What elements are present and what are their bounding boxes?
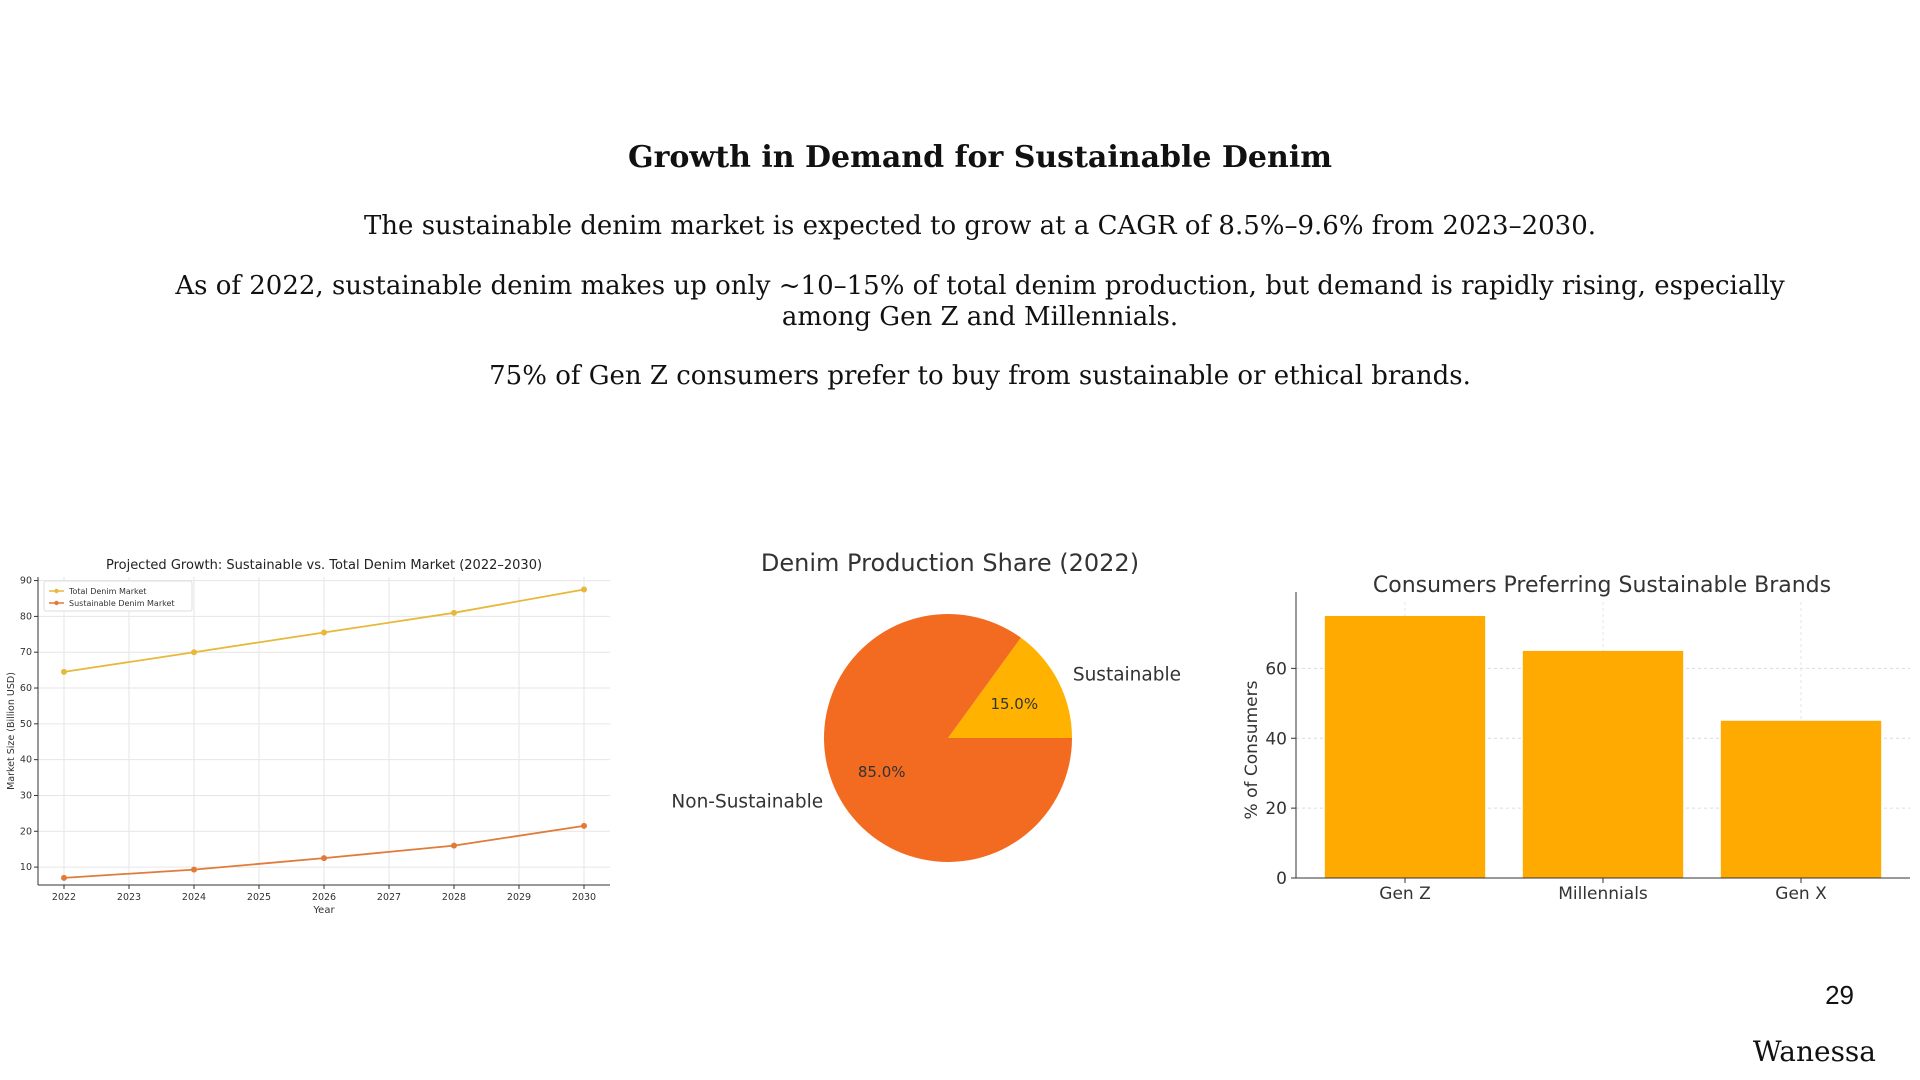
y-tick-label: 90 xyxy=(20,576,32,587)
paragraph-gen-z-preference: 75% of Gen Z consumers prefer to buy fro… xyxy=(489,361,1471,391)
bar-chart-consumer-preference: Consumers Preferring Sustainable Brands 0… xyxy=(1220,560,1920,910)
y-tick-label: 40 xyxy=(20,755,32,766)
pie-percent-label: 85.0% xyxy=(858,763,906,781)
bar-chart-title: Consumers Preferring Sustainable Brands xyxy=(1373,573,1831,598)
data-point xyxy=(321,629,327,636)
bar-chart-svg: Consumers Preferring Sustainable Brands 0… xyxy=(1242,573,1910,904)
bar xyxy=(1324,615,1486,878)
y-tick-label: 10 xyxy=(20,862,32,873)
legend-label: Total Denim Market xyxy=(68,587,146,596)
y-tick-label: 70 xyxy=(20,647,32,658)
y-tick-label: 20 xyxy=(20,826,32,837)
x-tick-label: Gen X xyxy=(1775,884,1827,904)
x-tick-label: 2023 xyxy=(117,892,141,903)
x-tick-label: Gen Z xyxy=(1379,884,1430,904)
x-tick-label: 2027 xyxy=(377,892,401,903)
data-point xyxy=(191,866,197,873)
paragraph-production-share: As of 2022, sustainable denim makes up o… xyxy=(175,271,1785,332)
y-tick-label: 60 xyxy=(1265,659,1287,679)
slide-title: Growth in Demand for Sustainable Denim xyxy=(628,140,1332,175)
x-tick-label: 2029 xyxy=(507,892,531,903)
data-point xyxy=(61,874,67,881)
pie-slice xyxy=(948,637,1072,738)
data-point xyxy=(321,855,327,862)
x-tick-label: Millennials xyxy=(1558,884,1648,904)
y-axis-label: % of Consumers xyxy=(1242,680,1262,819)
paragraph-cagr: The sustainable denim market is expected… xyxy=(363,211,1597,241)
legend-label: Sustainable Denim Market xyxy=(69,599,175,608)
x-tick-label: 2026 xyxy=(312,892,336,903)
y-tick-label: 30 xyxy=(20,790,32,801)
pie-category-label: Sustainable xyxy=(1073,664,1181,685)
line-chart-title: Projected Growth: Sustainable vs. Total … xyxy=(106,558,542,573)
legend-marker xyxy=(54,588,59,594)
data-point xyxy=(451,609,457,616)
x-tick-label: 2025 xyxy=(247,892,271,903)
x-axis-label: Year xyxy=(312,905,335,915)
y-tick-label: 40 xyxy=(1265,729,1287,749)
pie-chart-production-share: Denim Production Share (2022) 15.0% Sustai… xyxy=(660,540,1200,880)
pie-chart-svg: Denim Production Share (2022) 15.0% Sustai… xyxy=(671,549,1181,862)
data-point xyxy=(61,668,67,675)
y-tick-label: 0 xyxy=(1276,869,1287,889)
bar xyxy=(1720,720,1882,878)
author-name: Wanessa xyxy=(1752,1035,1876,1068)
pie-chart-title: Denim Production Share (2022) xyxy=(761,549,1139,577)
x-tick-label: 2028 xyxy=(442,892,466,903)
data-point xyxy=(451,842,457,849)
y-tick-label: 20 xyxy=(1265,799,1287,819)
legend-box xyxy=(43,580,193,612)
pie-slice xyxy=(824,614,1072,862)
page-number: 29 xyxy=(1825,980,1854,1010)
x-tick-label: 2022 xyxy=(52,892,76,903)
y-tick-label: 50 xyxy=(20,719,32,730)
pie-category-label: Non-Sustainable xyxy=(671,792,823,813)
data-point xyxy=(581,822,587,829)
x-tick-label: 2024 xyxy=(182,892,206,903)
data-point xyxy=(191,649,197,656)
line-chart-svg: Projected Growth: Sustainable vs. Total … xyxy=(6,558,610,916)
bar xyxy=(1522,650,1684,878)
data-point xyxy=(581,586,587,593)
line-chart-market-growth: Projected Growth: Sustainable vs. Total … xyxy=(0,545,620,916)
x-tick-label: 2030 xyxy=(572,892,596,903)
y-tick-label: 80 xyxy=(20,611,32,622)
pie-percent-label: 15.0% xyxy=(990,695,1038,713)
y-axis-label: Market Size (Billion USD) xyxy=(6,672,17,790)
y-tick-label: 60 xyxy=(20,683,32,694)
legend-marker xyxy=(54,600,59,606)
